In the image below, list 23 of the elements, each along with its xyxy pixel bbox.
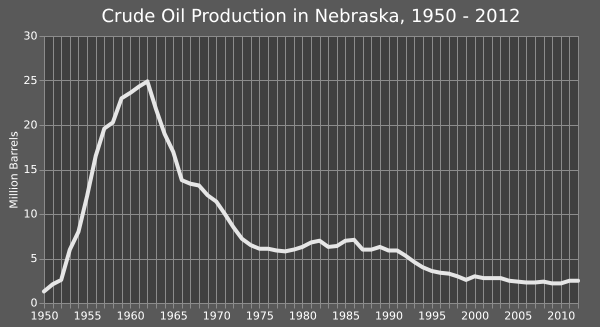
x-tick-label: 2010 [547, 310, 576, 322]
x-tick-label: 2005 [504, 310, 532, 322]
x-tick-label: 2000 [461, 310, 490, 322]
y-axis-title: Million Barrels [8, 131, 21, 209]
x-tick-label: 1995 [418, 310, 446, 322]
y-tick-label: 15 [24, 163, 38, 176]
y-tick-label: 0 [30, 296, 38, 310]
y-tick-label: 10 [24, 208, 38, 220]
x-tick-label: 1990 [375, 310, 404, 322]
x-tick-label: 1975 [246, 310, 274, 322]
x-tick-label: 1965 [160, 310, 188, 322]
chart-title: Crude Oil Production in Nebraska, 1950 - 2012 [101, 6, 521, 27]
x-tick-label: 1955 [74, 310, 102, 322]
y-tick-label: 30 [24, 30, 38, 42]
x-tick-label: 1980 [288, 310, 317, 322]
x-tick-label: 1985 [332, 310, 360, 322]
x-tick-label: 1970 [202, 310, 231, 322]
y-tick-label: 20 [24, 118, 38, 132]
x-tick-label: 1960 [116, 310, 145, 322]
y-tick-label: 5 [30, 252, 38, 265]
line-series [42, 79, 580, 294]
x-tick-label: 1950 [30, 310, 58, 322]
y-tick-label: 25 [24, 74, 38, 87]
